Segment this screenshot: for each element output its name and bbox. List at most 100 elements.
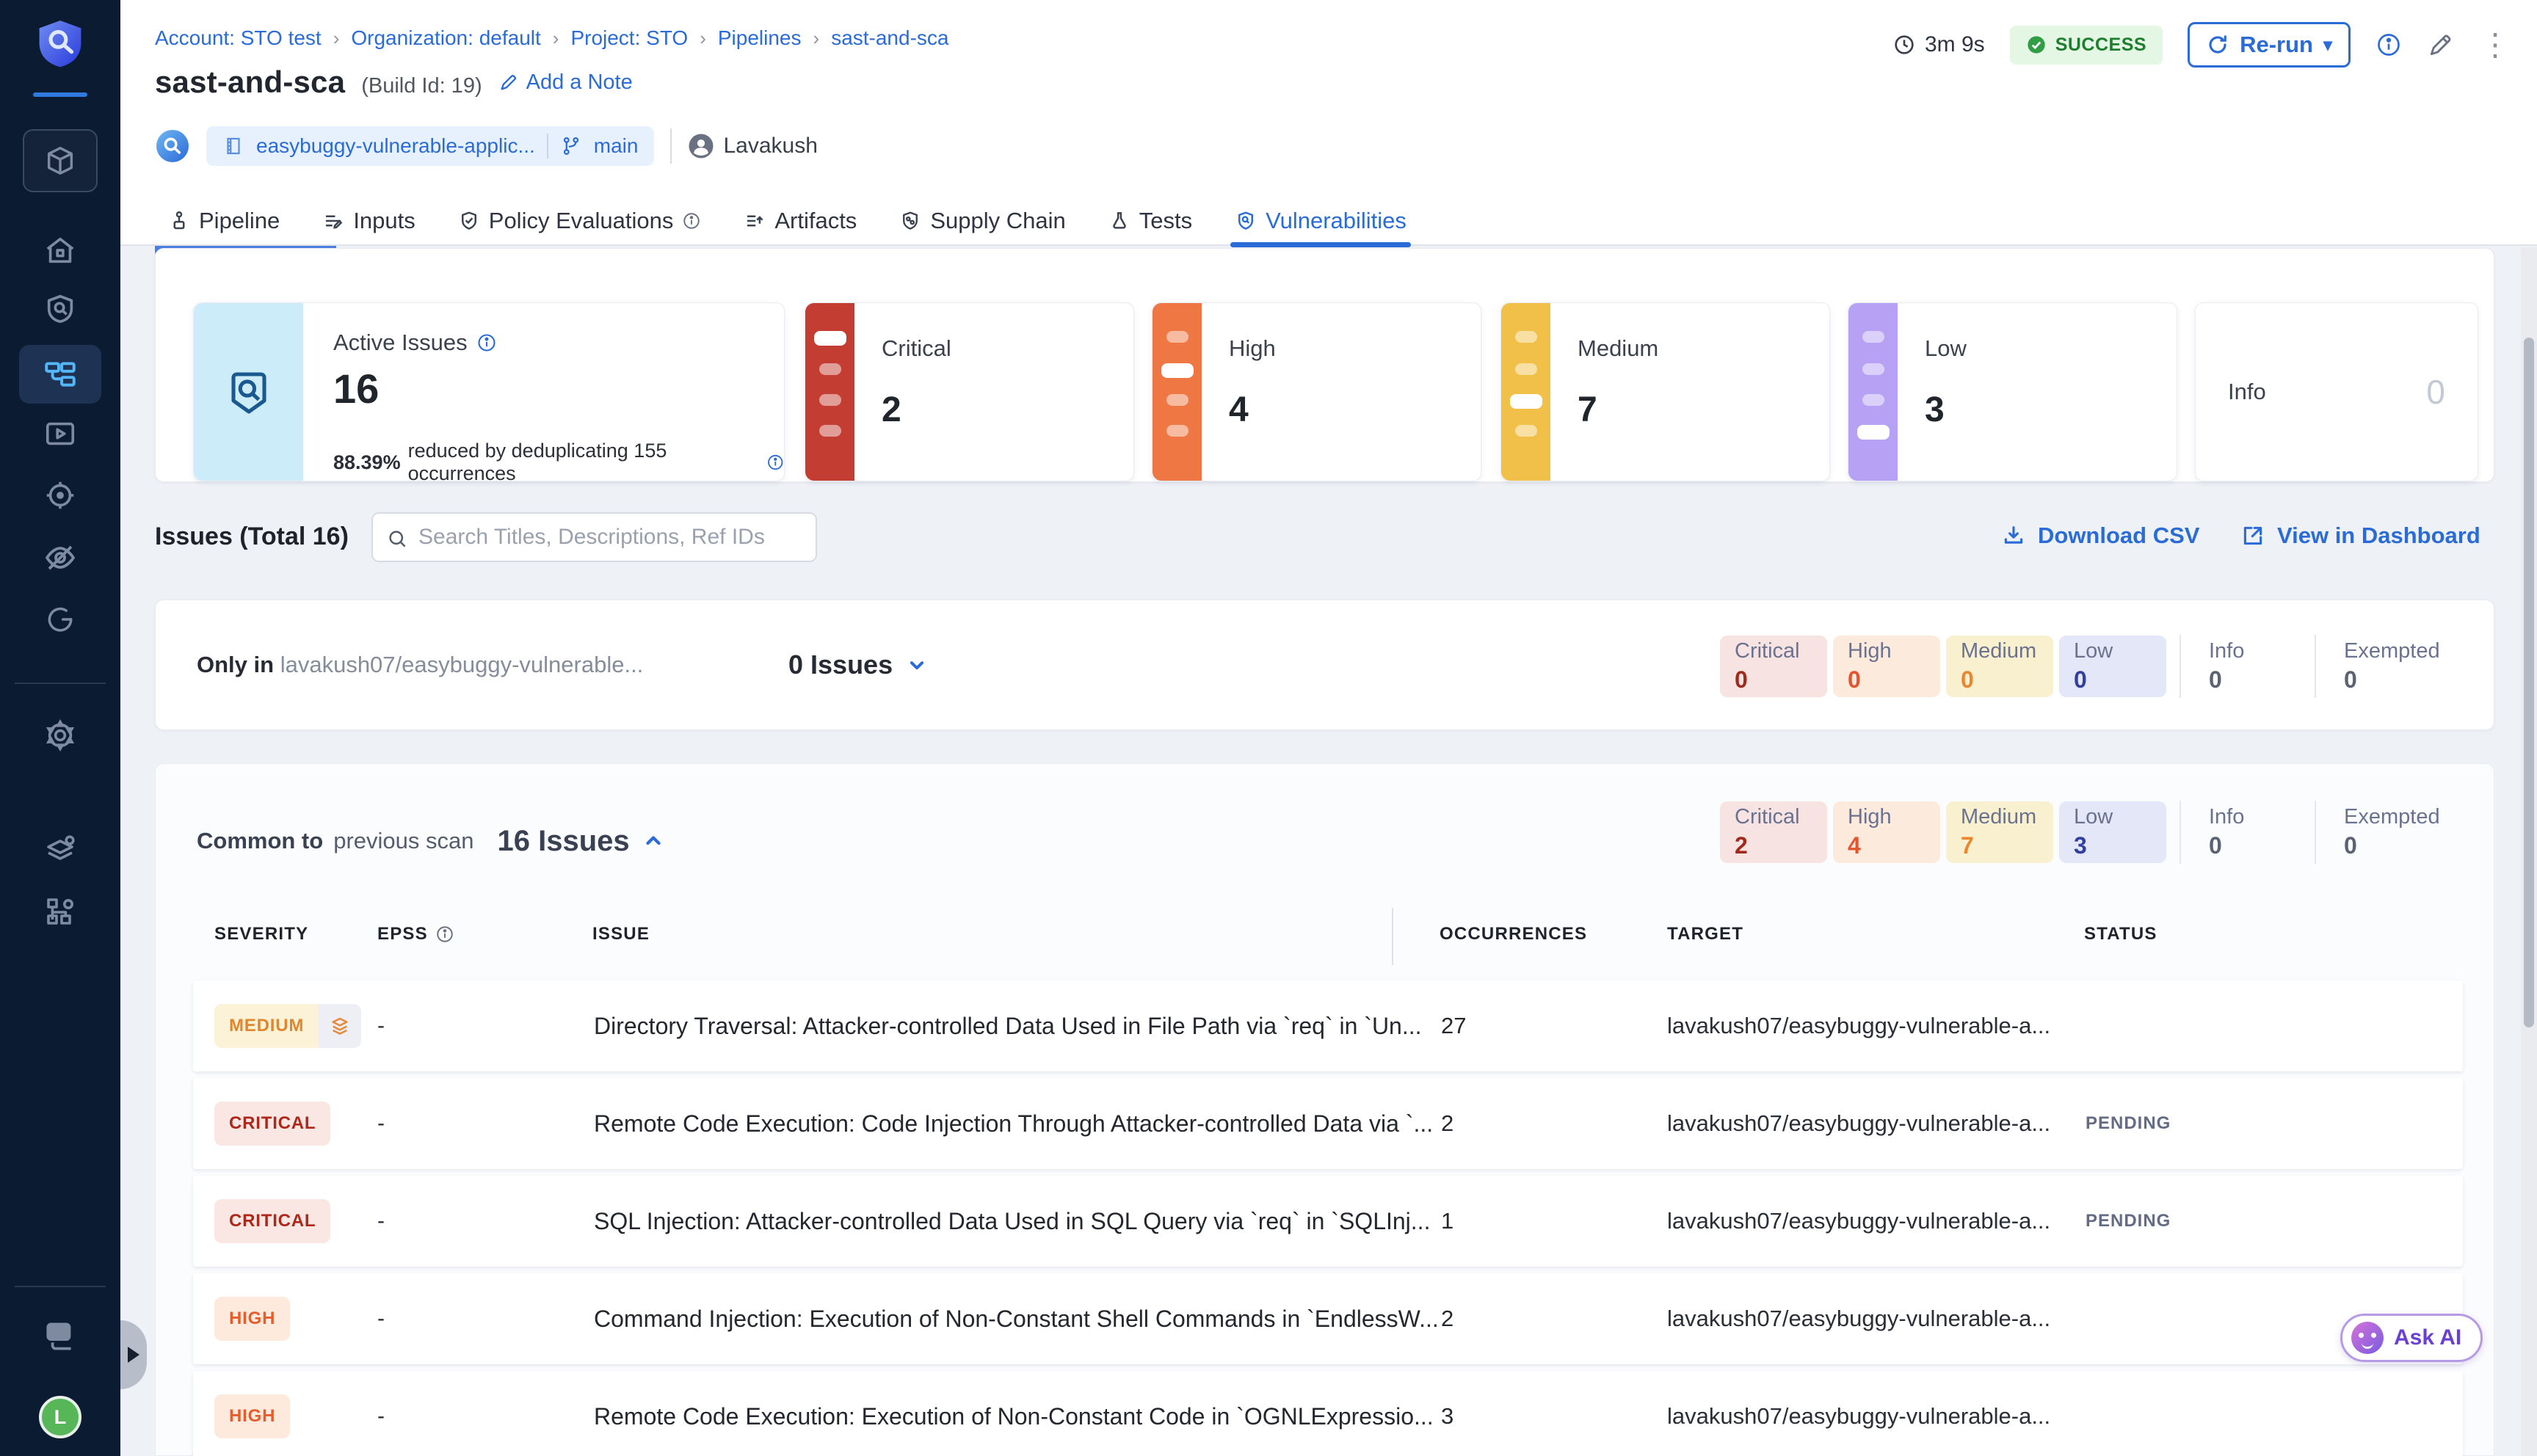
tab-tests[interactable]: Tests: [1108, 196, 1192, 246]
table-row[interactable]: CRITICAL - SQL Injection: Attacker-contr…: [193, 1176, 2463, 1267]
col-severity[interactable]: SEVERITY: [214, 924, 309, 944]
help-chat-icon[interactable]: ?: [42, 1318, 79, 1355]
sidebar-divider: [15, 682, 106, 684]
ask-ai-button[interactable]: Ask AI: [2340, 1314, 2483, 1362]
build-id: (Build Id: 19): [361, 74, 482, 98]
download-csv-button[interactable]: Download CSV: [2001, 523, 2199, 549]
tab-inputs[interactable]: Policy Evaluations Inputs: [322, 196, 415, 246]
tab-artifacts[interactable]: Artifacts: [744, 196, 857, 246]
breadcrumb-pipelines[interactable]: Pipelines: [717, 26, 802, 49]
page-scrollbar-thumb[interactable]: [2524, 338, 2534, 1027]
issue-title[interactable]: Remote Code Execution: Execution of Non-…: [594, 1402, 1434, 1430]
critical-card: Critical 2: [805, 302, 1134, 481]
target-value: lavakush07/easybuggy-vulnerable-a...: [1667, 1208, 2051, 1234]
medium-card: Medium 7: [1500, 302, 1830, 481]
sidebar-item-governance[interactable]: [44, 603, 76, 636]
severity-badge-high: HIGH: [214, 1394, 291, 1438]
sto-logo-icon[interactable]: [37, 18, 83, 69]
rerun-button[interactable]: Re-run ▾: [2188, 22, 2351, 68]
table-row[interactable]: MEDIUM - Directory Traversal: Attacker-c…: [193, 980, 2463, 1071]
group-common-title[interactable]: Common to previous scan 16 Issues: [197, 808, 667, 874]
breadcrumb-current[interactable]: sast-and-sca: [831, 26, 949, 49]
module-selector-button[interactable]: [23, 129, 98, 192]
sidebar-item-settings[interactable]: [43, 718, 78, 753]
col-epss[interactable]: EPSS: [377, 924, 454, 944]
sidebar-item-executions[interactable]: [43, 417, 77, 451]
chip-info: Info 0: [2209, 805, 2245, 859]
dedupe-footnote: 88.39% reduced by deduplicating 155 occu…: [333, 440, 784, 485]
medium-label: Medium: [1578, 335, 1659, 361]
active-issues-count: 16: [333, 365, 380, 412]
epss-value: -: [377, 1013, 385, 1038]
table-row[interactable]: CRITICAL - Remote Code Execution: Code I…: [193, 1078, 2463, 1169]
artifacts-icon: [747, 215, 763, 227]
scan-icon-box: [194, 303, 303, 481]
breadcrumb-account[interactable]: Account: STO test: [155, 26, 322, 49]
view-in-dashboard-button[interactable]: View in Dashboard: [2240, 523, 2480, 549]
summary-panel: Active Issues 16 88.39% reduced by dedup…: [155, 248, 2494, 485]
footnote-info-icon[interactable]: [766, 453, 785, 472]
deduplicated-layers-icon: [319, 1004, 362, 1048]
table-row[interactable]: HIGH - Command Injection: Execution of N…: [193, 1273, 2463, 1364]
repository-icon: [227, 137, 240, 155]
column-divider[interactable]: [1392, 908, 1393, 965]
low-gauge-icon: [1848, 303, 1898, 481]
sidebar-item-scans[interactable]: [43, 292, 77, 326]
info-icon[interactable]: [2376, 32, 2402, 58]
active-issues-icon: [231, 372, 266, 414]
group-only-in: Only in lavakush07/easybuggy-vulnerable.…: [155, 600, 2494, 730]
ask-ai-label: Ask AI: [2394, 1325, 2462, 1350]
group-only-count[interactable]: 0 Issues: [788, 600, 929, 729]
sidebar-expand-handle[interactable]: [120, 1320, 147, 1389]
breadcrumb-org[interactable]: Organization: default: [351, 26, 541, 49]
kebab-menu-icon[interactable]: ⋮: [2480, 27, 2511, 62]
chip-low: Low 3: [2059, 801, 2166, 863]
epss-value: -: [377, 1111, 385, 1135]
occurrences-value: 3: [1441, 1403, 1454, 1429]
triggered-by-user: Lavakush: [688, 133, 818, 159]
repo-branch-pill[interactable]: easybuggy-vulnerable-applic... main: [206, 126, 655, 166]
group-common-chips: Critical 2 High 4 Medium 7 Low 3 Info 0 Exemp…: [1720, 801, 2461, 864]
low-card: Low 3: [1848, 302, 2177, 481]
edit-pencil-icon[interactable]: [2427, 31, 2455, 59]
avatar-letter: L: [54, 1405, 67, 1428]
add-note-link[interactable]: Add a Note: [498, 70, 633, 95]
issue-title[interactable]: Directory Traversal: Attacker-controlled…: [594, 1012, 1422, 1039]
chip-info: Info 0: [2209, 639, 2245, 693]
col-status[interactable]: STATUS: [2084, 924, 2157, 944]
sidebar-item-account-resources[interactable]: [43, 832, 78, 867]
sidebar-item-pipelines-active[interactable]: [19, 345, 101, 404]
col-occurrences[interactable]: OCCURRENCES: [1440, 924, 1588, 944]
active-issues-info-icon[interactable]: [476, 332, 497, 353]
sidebar-item-targets[interactable]: [43, 478, 77, 512]
tab-supply-chain[interactable]: Supply Chain: [899, 196, 1066, 246]
breadcrumb-project[interactable]: Project: STO: [570, 26, 689, 49]
sidebar-item-home[interactable]: [43, 233, 77, 267]
col-target[interactable]: TARGET: [1667, 924, 1744, 944]
issue-title[interactable]: Command Injection: Execution of Non-Cons…: [594, 1305, 1439, 1332]
tab-policy-evaluations[interactable]: Policy Evaluations: [458, 196, 702, 246]
col-issue[interactable]: ISSUE: [592, 924, 650, 944]
tab-vulnerabilities[interactable]: Vulnerabilities: [1230, 196, 1411, 247]
critical-count: 2: [882, 390, 901, 429]
status-value: PENDING: [2086, 1211, 2171, 1231]
high-gauge-icon: [1153, 303, 1202, 481]
issue-title[interactable]: SQL Injection: Attacker-controlled Data …: [594, 1207, 1431, 1234]
clock-icon: [1895, 35, 1914, 54]
sidebar-item-org-settings[interactable]: [43, 894, 78, 929]
run-duration: 3m 9s: [1892, 32, 1985, 57]
chip-exempted: Exempted 0: [2344, 639, 2440, 693]
tab-pipeline[interactable]: Pipeline: [168, 196, 280, 246]
rerun-icon: [2209, 35, 2226, 54]
search-input[interactable]: [418, 514, 807, 561]
sidebar-item-exemptions[interactable]: [43, 540, 78, 575]
table-row[interactable]: HIGH - Remote Code Execution: Execution …: [193, 1371, 2463, 1456]
issue-title[interactable]: Remote Code Execution: Code Injection Th…: [594, 1110, 1434, 1137]
tab-info-icon: [683, 213, 700, 229]
info-card: Info 0: [2195, 302, 2478, 481]
high-card: High 4: [1152, 302, 1481, 481]
user-avatar[interactable]: L: [39, 1396, 81, 1438]
chip-high: High 4: [1833, 801, 1940, 863]
severity-badge-medium: MEDIUM: [214, 1004, 319, 1048]
low-label: Low: [1925, 335, 1967, 361]
